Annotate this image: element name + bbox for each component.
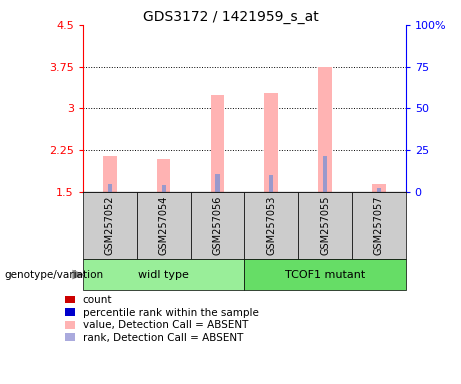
Bar <box>372 184 385 192</box>
Bar <box>323 156 327 192</box>
Bar <box>108 184 112 192</box>
Bar <box>190 192 244 259</box>
Text: GSM257053: GSM257053 <box>266 196 276 255</box>
Bar <box>377 187 381 192</box>
Bar <box>211 94 224 192</box>
Bar <box>83 192 137 259</box>
Bar <box>352 192 406 259</box>
Bar <box>215 174 219 192</box>
Bar <box>244 192 298 259</box>
Bar <box>318 67 332 192</box>
Bar <box>265 93 278 192</box>
Text: genotype/variation: genotype/variation <box>5 270 104 280</box>
Bar <box>161 185 166 192</box>
Text: GSM257054: GSM257054 <box>159 196 169 255</box>
Text: GSM257052: GSM257052 <box>105 196 115 255</box>
Text: GDS3172 / 1421959_s_at: GDS3172 / 1421959_s_at <box>142 10 319 23</box>
Text: GSM257055: GSM257055 <box>320 196 330 255</box>
Bar <box>157 159 171 192</box>
Bar <box>298 192 352 259</box>
Bar <box>269 175 273 192</box>
Legend: count, percentile rank within the sample, value, Detection Call = ABSENT, rank, : count, percentile rank within the sample… <box>65 295 259 343</box>
Text: TCOF1 mutant: TCOF1 mutant <box>285 270 365 280</box>
Bar <box>244 259 406 290</box>
Text: GSM257056: GSM257056 <box>213 196 223 255</box>
Text: GSM257057: GSM257057 <box>374 196 384 255</box>
Bar <box>83 259 244 290</box>
Bar <box>137 192 190 259</box>
Bar <box>103 156 117 192</box>
Text: widl type: widl type <box>138 270 189 280</box>
